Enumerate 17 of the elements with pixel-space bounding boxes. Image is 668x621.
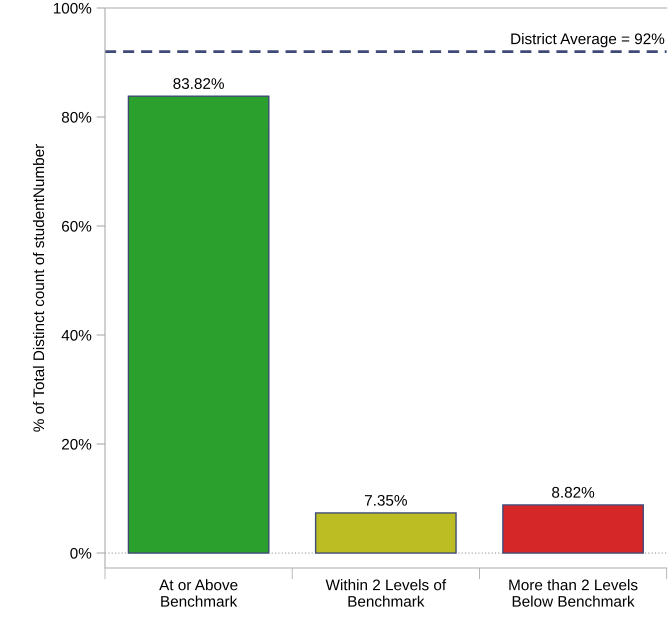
data-label: 7.35% [364, 494, 407, 506]
x-tick-label: More than 2 Levels Below Benchmark [509, 579, 638, 607]
y-tick-label: 0% [70, 548, 92, 559]
bar [128, 95, 270, 554]
y-tick-label: 20% [62, 438, 92, 450]
data-label: 8.82% [552, 486, 594, 498]
bar [502, 504, 644, 554]
y-tick-label: 40% [62, 330, 92, 341]
bar [314, 512, 457, 554]
data-label: 83.82% [173, 78, 224, 89]
x-tick-label: At or Above Benchmark [159, 579, 238, 607]
ref-line-label: District Average = 92% [511, 33, 664, 48]
x-tick-label: Within 2 Levels of Benchmark [326, 579, 446, 607]
y-tick-label: 80% [62, 112, 92, 123]
y-axis-title: % of Total Distinct count of studentNumber [32, 144, 44, 432]
y-tick-label: 100% [54, 2, 92, 14]
y-tick-label: 60% [62, 220, 92, 232]
